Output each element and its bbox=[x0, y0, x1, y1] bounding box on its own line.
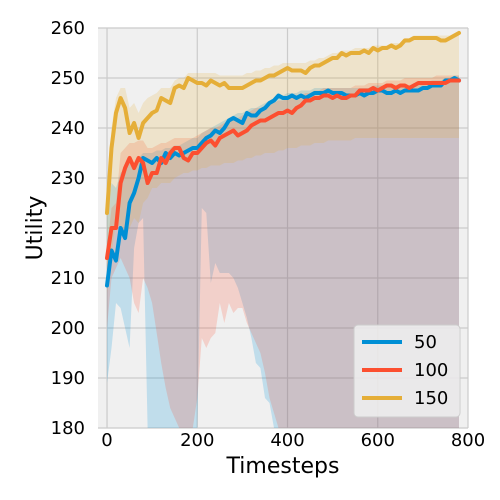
y-tick-label: 240 bbox=[51, 118, 85, 139]
x-tick-label: 400 bbox=[270, 430, 304, 451]
y-tick-label: 180 bbox=[51, 418, 85, 439]
x-tick-label: 800 bbox=[451, 430, 485, 451]
y-tick-label: 210 bbox=[51, 268, 85, 289]
x-tick-label: 600 bbox=[361, 430, 395, 451]
y-tick-label: 230 bbox=[51, 168, 85, 189]
legend-label-150: 150 bbox=[414, 388, 448, 409]
y-tick-label: 220 bbox=[51, 218, 85, 239]
y-axis-title: Utility bbox=[23, 196, 48, 261]
y-tick-label: 190 bbox=[51, 368, 85, 389]
y-tick-label: 250 bbox=[51, 68, 85, 89]
x-tick-label: 0 bbox=[101, 430, 112, 451]
tick-labels: 0 200 400 600 800 180 190 200 210 220 230 240 250 260 bbox=[51, 18, 486, 451]
x-axis-title: Timesteps bbox=[226, 454, 340, 479]
legend-label-50: 50 bbox=[414, 332, 437, 353]
line-series-50 bbox=[105, 76, 461, 288]
line-series-150 bbox=[105, 31, 461, 215]
y-tick-label: 260 bbox=[51, 18, 85, 39]
y-tick-label: 200 bbox=[51, 318, 85, 339]
line-series-100 bbox=[105, 78, 461, 260]
legend-box bbox=[353, 324, 461, 418]
band-series-150 bbox=[107, 30, 459, 293]
legend-label-100: 100 bbox=[414, 360, 448, 381]
legend: 50 100 150 bbox=[353, 324, 461, 418]
x-tick-label: 200 bbox=[180, 430, 214, 451]
series-lines bbox=[105, 31, 461, 288]
